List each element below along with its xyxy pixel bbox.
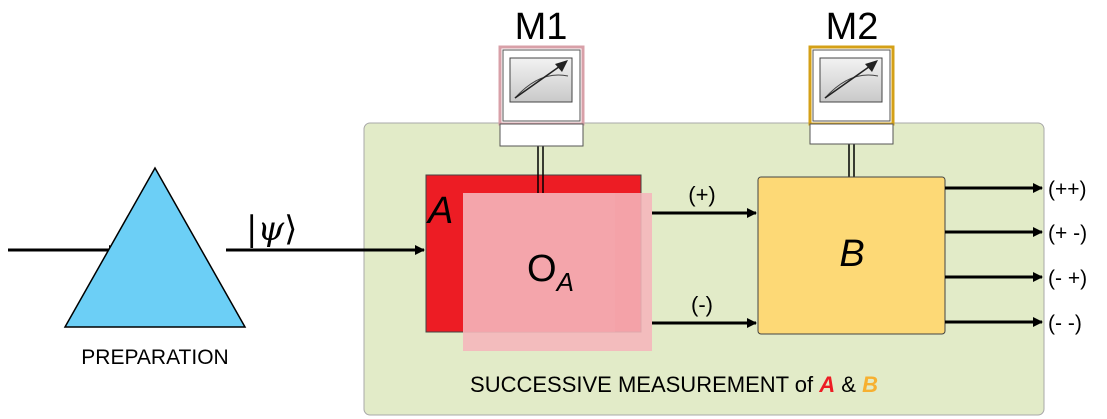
output-label-4: (- -)	[1048, 312, 1082, 335]
ket-psi: ψ	[257, 209, 284, 249]
analog-meter-icon	[819, 57, 883, 103]
overlay-subscript: A	[555, 267, 574, 297]
meter-m2-label: M2	[826, 6, 879, 48]
caption-a: A	[818, 372, 835, 397]
ket-open: |	[246, 209, 257, 249]
meter-m1-label: M1	[515, 6, 568, 48]
observable-b-box	[757, 176, 946, 335]
meter-m2	[808, 45, 895, 145]
meter-m2-wire	[848, 144, 855, 177]
output-label-2: (+ -)	[1048, 222, 1087, 245]
caption-amp: &	[835, 372, 862, 397]
box-a-label: A	[426, 190, 453, 232]
panel-caption: SUCCESSIVE MEASUREMENT of A & B	[470, 372, 878, 397]
output-label-1: (++)	[1048, 178, 1087, 201]
meter-m1-wire	[537, 146, 544, 193]
overlay-label: OA	[527, 248, 574, 297]
state-ket-label: |ψ⟩	[246, 209, 297, 249]
branch-label-minus: (-)	[691, 292, 713, 317]
analog-meter-icon	[509, 57, 573, 103]
projector-overlay-inner	[463, 193, 615, 332]
box-b-label: B	[839, 233, 864, 275]
overlay-main: O	[527, 248, 557, 290]
caption-b: B	[862, 372, 878, 397]
preparation-label: PREPARATION	[81, 346, 228, 369]
meter-m1	[498, 45, 585, 147]
branch-label-plus: (+)	[688, 182, 716, 207]
output-label-3: (- +)	[1048, 267, 1087, 290]
caption-prefix: SUCCESSIVE MEASUREMENT of	[470, 372, 819, 397]
preparation-triangle	[63, 166, 247, 328]
ket-close: ⟩	[284, 209, 297, 249]
